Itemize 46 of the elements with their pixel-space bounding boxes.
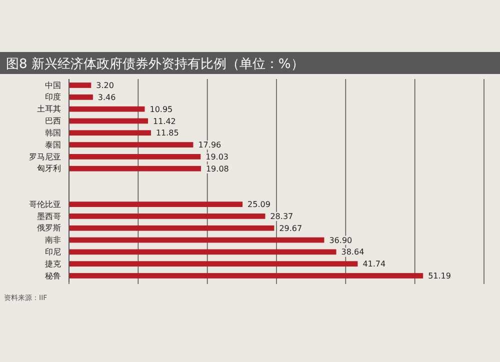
- data-label: 3.20: [96, 81, 114, 90]
- y-tick-label: 巴西: [45, 116, 61, 126]
- y-tick-label: 南非: [45, 236, 61, 245]
- y-tick-label: 印尼: [45, 247, 61, 256]
- bar: [69, 142, 194, 148]
- data-label: 19.03: [206, 152, 229, 162]
- bar: [69, 249, 336, 255]
- y-tick-label: 中国: [45, 80, 61, 90]
- bar: [69, 118, 148, 124]
- y-tick-label: 墨西哥: [37, 212, 61, 221]
- data-label: 41.74: [362, 260, 386, 269]
- y-tick-label: 哥伦比亚: [29, 200, 61, 209]
- bar: [69, 237, 324, 243]
- y-tick-label: 印度: [45, 92, 61, 102]
- data-label: 11.42: [152, 116, 176, 126]
- y-tick-label: 罗马尼亚: [29, 152, 61, 162]
- y-tick-label: 韩国: [45, 128, 61, 138]
- y-tick-label: 匈牙利: [37, 164, 61, 174]
- data-label: 10.95: [150, 104, 173, 114]
- bar: [69, 273, 424, 278]
- bar: [69, 214, 266, 219]
- data-label: 25.09: [248, 200, 270, 210]
- bar: [69, 166, 201, 172]
- bar: [69, 106, 145, 112]
- data-label: 38.64: [341, 248, 364, 257]
- data-label: 19.08: [206, 164, 229, 174]
- bar: [69, 82, 92, 88]
- bar: [69, 154, 201, 160]
- bar: [69, 130, 151, 136]
- data-label: 36.90: [329, 236, 352, 245]
- data-label: 28.37: [270, 212, 294, 222]
- bar: [69, 261, 358, 267]
- bar: [69, 94, 93, 100]
- data-label: 17.96: [198, 140, 222, 150]
- bar: [69, 202, 243, 207]
- bar: [69, 225, 274, 231]
- y-tick-label: 捷克: [45, 259, 61, 268]
- data-label: 3.46: [98, 92, 116, 102]
- data-label: 29.67: [279, 224, 302, 233]
- y-tick-label: 泰国: [45, 140, 61, 150]
- y-tick-label: 秘鲁: [45, 271, 61, 280]
- y-tick-label: 土耳其: [37, 104, 61, 114]
- y-tick-label: 俄罗斯: [37, 224, 61, 233]
- chart-title: 图8 新兴经济体政府债券外资持有比例（单位：%）: [6, 56, 304, 72]
- data-label: 11.85: [156, 128, 179, 138]
- data-label: 51.19: [428, 272, 451, 281]
